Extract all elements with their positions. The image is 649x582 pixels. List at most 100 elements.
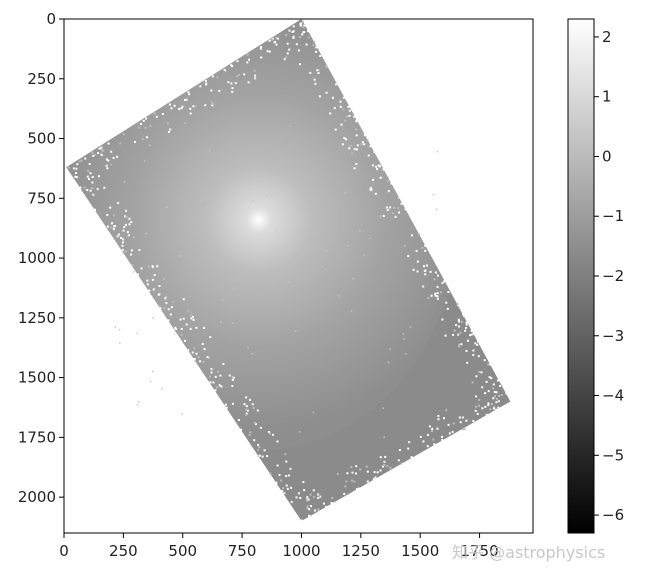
noise-dot bbox=[91, 176, 94, 178]
noise-dot bbox=[451, 430, 454, 433]
noise-dot bbox=[355, 465, 358, 468]
noise-dot bbox=[447, 291, 450, 294]
noise-dot bbox=[365, 465, 368, 468]
noise-dot bbox=[462, 428, 464, 431]
noise-dot bbox=[148, 289, 151, 292]
noise-dot bbox=[369, 145, 372, 148]
noise-dot bbox=[347, 105, 350, 108]
noise-dot bbox=[122, 229, 125, 232]
noise-dot bbox=[161, 113, 164, 116]
noise-dot bbox=[317, 508, 320, 511]
noise-dot bbox=[120, 237, 123, 239]
noise-dot bbox=[119, 142, 122, 145]
noise-dot bbox=[355, 128, 358, 131]
noise-dot bbox=[317, 69, 320, 72]
noise-dot bbox=[353, 480, 356, 483]
noise-dot bbox=[312, 44, 315, 47]
noise-dot bbox=[463, 428, 466, 431]
noise-dot bbox=[510, 401, 513, 404]
noise-dot bbox=[253, 439, 256, 442]
noise-dot bbox=[465, 349, 468, 352]
noise-dot bbox=[345, 138, 347, 141]
noise-dot bbox=[253, 69, 256, 72]
noise-dot bbox=[292, 25, 295, 28]
noise-dot bbox=[343, 137, 346, 139]
y-axis: 0 250 500 750 1000 1250 1500 1750 2000 bbox=[18, 10, 64, 506]
noise-dot bbox=[494, 395, 496, 398]
noise-dot bbox=[190, 317, 193, 320]
noise-dot bbox=[86, 189, 89, 191]
noise-dot bbox=[74, 175, 77, 178]
noise-dot bbox=[342, 96, 345, 99]
noise-dot bbox=[266, 50, 269, 53]
noise-dot bbox=[259, 426, 262, 429]
noise-dot bbox=[285, 460, 288, 463]
noise-dot bbox=[144, 126, 147, 129]
noise-dot bbox=[407, 447, 410, 450]
noise-dot bbox=[148, 144, 151, 147]
noise-dot bbox=[475, 405, 478, 408]
noise-dot bbox=[228, 374, 231, 377]
noise-dot bbox=[130, 221, 133, 223]
noise-dot bbox=[410, 234, 413, 237]
galaxy-core bbox=[66, 19, 459, 450]
noise-dot bbox=[263, 449, 266, 452]
noise-dot bbox=[231, 376, 234, 379]
colorbar-tick-label: 0 bbox=[602, 147, 612, 165]
noise-dot bbox=[156, 265, 159, 268]
noise-dot bbox=[301, 21, 304, 23]
noise-dot bbox=[436, 285, 439, 288]
noise-dot bbox=[472, 354, 475, 356]
noise-dot bbox=[106, 225, 109, 228]
noise-dot bbox=[403, 244, 406, 247]
noise-dot bbox=[462, 313, 465, 316]
noise-dot bbox=[206, 356, 209, 359]
noise-dot bbox=[254, 77, 257, 80]
noise-dot bbox=[107, 159, 110, 162]
y-tick-label: 750 bbox=[27, 189, 56, 207]
noise-dot bbox=[137, 126, 140, 129]
noise-dot bbox=[345, 480, 348, 483]
noise-dot bbox=[489, 363, 492, 366]
noise-dot bbox=[355, 163, 358, 166]
noise-dot bbox=[92, 193, 95, 196]
noise-dot bbox=[477, 340, 479, 343]
noise-dot bbox=[372, 164, 375, 167]
noise-dot bbox=[424, 269, 427, 272]
noise-dot bbox=[128, 223, 131, 226]
noise-dot bbox=[157, 293, 160, 296]
colorbar-tick-label: −4 bbox=[602, 387, 624, 405]
noise-dot bbox=[318, 95, 321, 98]
noise-dot bbox=[179, 254, 182, 257]
noise-dot bbox=[383, 436, 385, 439]
noise-dot bbox=[309, 71, 312, 74]
noise-dot bbox=[261, 455, 264, 458]
noise-dot bbox=[254, 423, 257, 426]
heatmap-image bbox=[66, 19, 513, 522]
noise-dot bbox=[492, 387, 495, 390]
noise-dot bbox=[268, 431, 271, 433]
x-tick-label: 0 bbox=[59, 542, 69, 560]
noise-dot bbox=[257, 455, 260, 457]
noise-dot bbox=[266, 455, 269, 458]
noise-dot bbox=[391, 212, 394, 215]
noise-dot bbox=[124, 250, 127, 253]
noise-dot bbox=[478, 404, 480, 407]
noise-dot bbox=[145, 136, 148, 139]
noise-dot bbox=[331, 497, 334, 499]
colorbar-axis: 2 1 0 −1 −2 −3 −4 −5 −6 bbox=[594, 28, 624, 524]
noise-dot bbox=[464, 329, 467, 332]
noise-dot bbox=[117, 233, 120, 236]
noise-dot bbox=[172, 301, 174, 303]
noise-dot bbox=[474, 342, 477, 345]
noise-dot bbox=[275, 228, 278, 230]
noise-dot bbox=[416, 260, 419, 263]
noise-dot bbox=[324, 269, 326, 271]
noise-dot bbox=[237, 419, 240, 421]
noise-dot bbox=[439, 291, 442, 294]
noise-dot bbox=[458, 343, 461, 346]
noise-dot bbox=[424, 244, 427, 247]
noise-dot bbox=[489, 408, 492, 411]
noise-dot bbox=[477, 355, 480, 358]
x-tick-label: 1500 bbox=[401, 542, 439, 560]
